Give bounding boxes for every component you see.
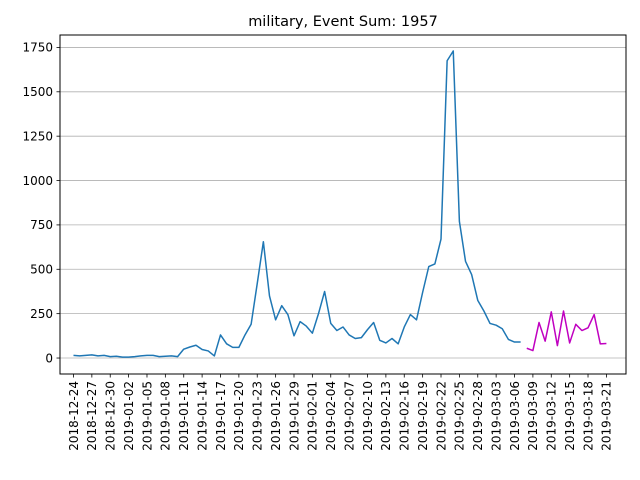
y-tick-label: 0 — [45, 351, 53, 365]
x-tick-label: 2019-02-10 — [361, 381, 375, 451]
x-tick-label: 2019-02-28 — [471, 381, 485, 451]
series-line-2 — [526, 310, 607, 352]
x-tick-label: 2019-01-11 — [177, 381, 191, 451]
x-tick-label: 2019-02-07 — [342, 381, 356, 451]
x-tick-label: 2019-02-25 — [453, 381, 467, 451]
y-tick-label: 500 — [30, 263, 53, 277]
x-tick-label: 2019-03-06 — [508, 381, 522, 451]
x-tick-label: 2019-02-13 — [379, 381, 393, 451]
x-tick-label: 2019-01-17 — [214, 381, 228, 451]
plot-area-frame — [59, 34, 627, 375]
y-tick-label: 750 — [30, 218, 53, 232]
chart-title: military, Event Sum: 1957 — [248, 14, 438, 30]
x-tick-label: 2019-01-23 — [251, 381, 265, 451]
x-tick-label: 2019-02-16 — [398, 381, 412, 451]
x-tick-label: 2018-12-30 — [104, 381, 118, 451]
y-tick-label: 1000 — [22, 174, 53, 188]
y-tick-label: 1500 — [22, 85, 53, 99]
x-tick-label: 2019-02-22 — [434, 381, 448, 451]
x-tick-label: 2019-03-18 — [581, 381, 595, 451]
x-tick-label: 2019-03-21 — [600, 381, 614, 451]
x-tick-label: 2019-01-29 — [287, 381, 301, 451]
x-tick-label: 2019-01-26 — [269, 381, 283, 451]
y-tick-label: 250 — [30, 307, 53, 321]
x-tick-label: 2018-12-24 — [67, 381, 81, 451]
x-tick-label: 2019-01-20 — [232, 381, 246, 451]
x-tick-label: 2019-02-19 — [416, 381, 430, 451]
series-lines — [73, 50, 607, 358]
gridlines — [60, 47, 626, 359]
x-tick-label: 2018-12-27 — [85, 381, 99, 451]
x-tick-label: 2019-02-04 — [324, 381, 338, 451]
series-line-1 — [73, 50, 521, 358]
y-axis: 0 250 500 750 1000 1250 1500 1750 — [22, 41, 60, 365]
x-tick-label: 2019-01-14 — [195, 381, 209, 451]
x-tick-label: 2019-01-02 — [122, 381, 136, 451]
x-tick-label: 2019-03-15 — [563, 381, 577, 451]
y-tick-label: 1750 — [22, 41, 53, 55]
x-tick-label: 2019-01-08 — [159, 381, 173, 451]
x-tick-label: 2019-03-03 — [489, 381, 503, 451]
x-tick-label: 2019-03-12 — [545, 381, 559, 451]
x-tick-label: 2019-02-01 — [306, 381, 320, 451]
x-tick-label: 2019-03-09 — [526, 381, 540, 451]
x-axis: 2018-12-24 2018-12-27 2018-12-30 2019-01-02… — [67, 374, 614, 451]
x-tick-label: 2019-01-05 — [140, 381, 154, 451]
y-tick-label: 1250 — [22, 129, 53, 143]
